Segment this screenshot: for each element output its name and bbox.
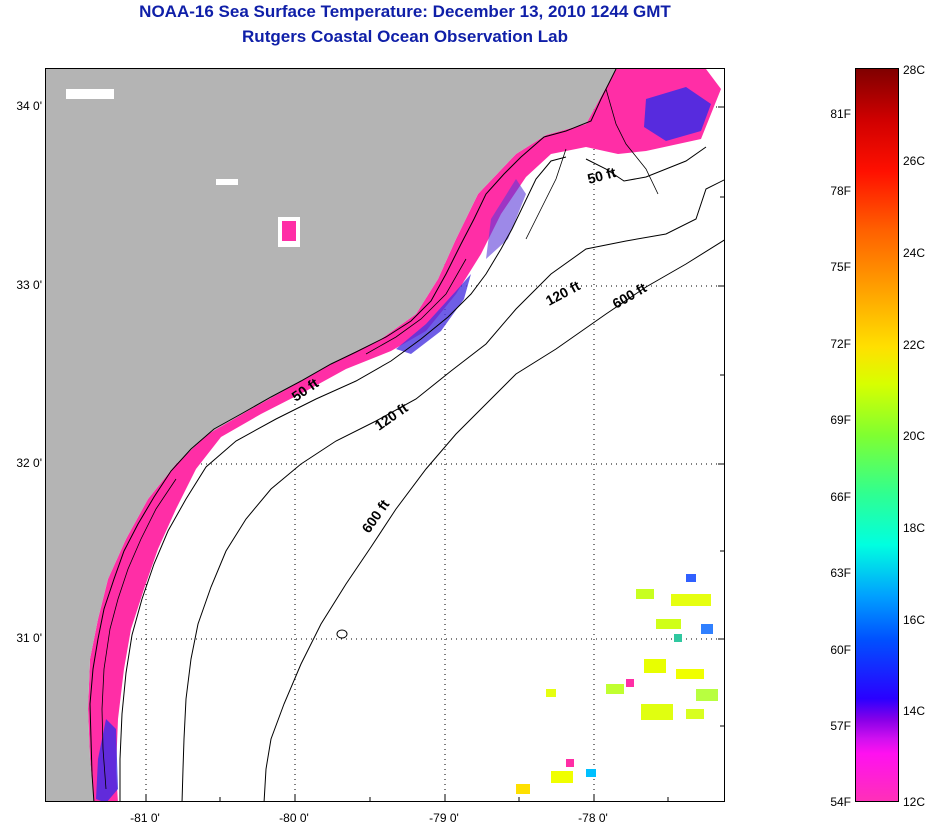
sst-map-graphic: 50 ft 50 ft 120 ft 120 ft 600 ft 600 ft [46, 69, 724, 801]
temperature-colorbar [855, 68, 899, 802]
colorbar-label-72f: 72F [830, 337, 851, 351]
colorbar-label-81f: 81F [830, 107, 851, 121]
lat-label-34: 34 0' [16, 99, 42, 113]
colorbar-label-24c: 24C [903, 246, 926, 260]
warm-patch-mid [486, 179, 526, 259]
seamount-contour [336, 629, 348, 639]
warm-patch-offshore-north [644, 87, 711, 141]
lat-label-31: 31 0' [16, 631, 42, 645]
coastline [89, 69, 617, 801]
colorbar-label-66f: 66F [830, 490, 851, 504]
colorbar-label-28c: 28C [903, 63, 926, 77]
colorbar-label-22c: 22C [903, 338, 926, 352]
colorbar-label-16c: 16C [903, 613, 926, 627]
warm-patch-south [96, 719, 118, 801]
cold-water-band [88, 69, 721, 801]
lon-label-80: -80 0' [279, 811, 309, 825]
colorbar-label-78f: 78F [830, 184, 851, 198]
offshore-warm-pixels [516, 574, 718, 794]
map-title: NOAA-16 Sea Surface Temperature: Decembe… [139, 2, 671, 21]
lat-label-33: 33 0' [16, 278, 42, 292]
colorbar-label-63f: 63F [830, 566, 851, 580]
colorbar-label-60f: 60F [830, 643, 851, 657]
contour-600ft [263, 239, 724, 801]
contour-label-120ft-north: 120 ft [543, 277, 583, 308]
contour-label-600ft-south: 600 ft [358, 496, 392, 535]
contour-120ft [181, 179, 724, 801]
colorbar-label-75f: 75F [830, 260, 851, 274]
land-area [46, 69, 616, 801]
colorbar-label-26c: 26C [903, 154, 926, 168]
colorbar-label-20c: 20C [903, 429, 926, 443]
colorbar-label-57f: 57F [830, 719, 851, 733]
warm-patch-shelf-edge [396, 274, 471, 354]
contour-label-50ft-north: 50 ft [586, 164, 618, 187]
contour-label-600ft-north: 600 ft [610, 279, 650, 311]
colorbar-label-18c: 18C [903, 521, 926, 535]
colorbar-label-14c: 14C [903, 704, 926, 718]
lon-label-81: -81 0' [130, 811, 160, 825]
lat-label-32: 32 0' [16, 456, 42, 470]
inland-lake-sst [282, 221, 296, 241]
lon-label-78: -78 0' [578, 811, 608, 825]
colorbar-label-54f: 54F [830, 795, 851, 809]
inner-coastline [101, 88, 659, 790]
lon-label-79: -79 0' [429, 811, 459, 825]
map-subtitle: Rutgers Coastal Ocean Observation Lab [242, 27, 568, 46]
sst-map[interactable]: 50 ft 50 ft 120 ft 120 ft 600 ft 600 ft [45, 68, 725, 802]
colorbar-label-69f: 69F [830, 413, 851, 427]
contour-50ft [119, 146, 707, 801]
contour-label-120ft-south: 120 ft [372, 399, 411, 433]
colorbar-label-12c: 12C [903, 795, 926, 809]
